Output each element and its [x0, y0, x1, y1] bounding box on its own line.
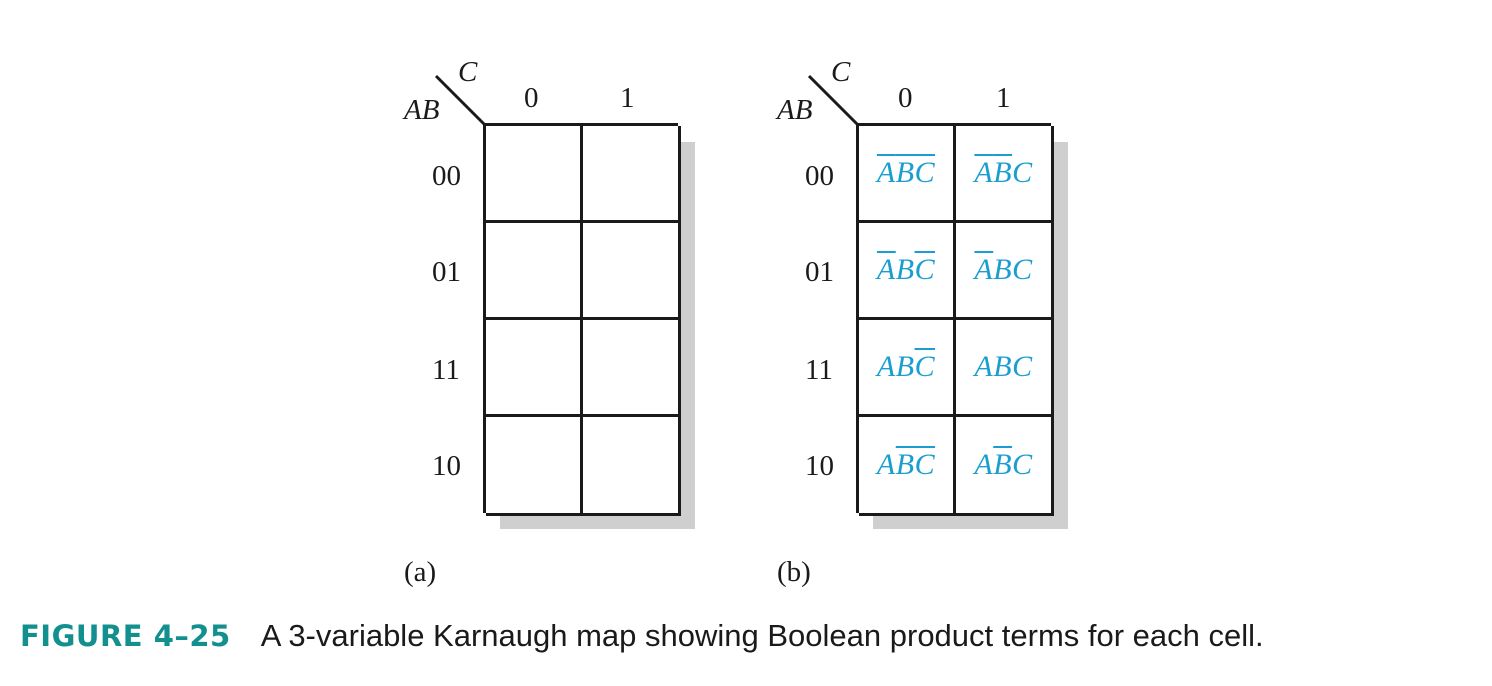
term-literal: B [895, 253, 915, 286]
column-variable-label: C [831, 56, 851, 88]
term-literal: C [1012, 448, 1033, 481]
term-literal: B [895, 156, 915, 189]
kmap-cell [583, 223, 681, 320]
row-label-00: 00 [805, 160, 834, 192]
row-label-11: 11 [805, 354, 833, 386]
row-variable-label: AB [777, 94, 813, 126]
term-literal: B [993, 448, 1013, 481]
figure-caption: FIGURE 4–25 A 3-variable Karnaugh map sho… [20, 618, 1264, 654]
column-label-0: 0 [524, 82, 539, 114]
term-literal: C [914, 350, 936, 383]
karnaugh-map-a: C AB 0 1 00 01 11 10 (a) [0, 0, 695, 588]
column-label-0: 0 [898, 82, 913, 114]
term-literal: C [914, 253, 936, 286]
kmap-cell [486, 417, 583, 516]
column-label-1: 1 [996, 82, 1011, 114]
term-literal: C [914, 448, 936, 481]
term-literal: C [1012, 350, 1033, 383]
kmap-cell [486, 126, 583, 223]
term-literal: A [876, 350, 896, 383]
variable-divider-line [434, 74, 487, 127]
row-label-01: 01 [805, 256, 834, 288]
subfigure-label-b: (b) [777, 556, 811, 588]
subfigure-label-a: (a) [404, 556, 437, 588]
kmap-cell [583, 320, 681, 417]
term-literal: B [993, 350, 1013, 383]
term-literal: C [1012, 156, 1033, 189]
kmap-cell [583, 417, 681, 516]
column-label-1: 1 [620, 82, 635, 114]
row-label-01: 01 [432, 256, 461, 288]
term-literal: B [895, 448, 915, 481]
column-variable-label: C [458, 56, 478, 88]
term-literal: A [876, 156, 896, 189]
caption-text: A 3-variable Karnaugh map showing Boolea… [260, 618, 1264, 653]
figure-number: FIGURE 4–25 [20, 619, 231, 653]
term-literal: A [974, 448, 994, 481]
term-literal: A [974, 253, 994, 286]
row-variable-label: AB [404, 94, 440, 126]
kmap-cell [583, 126, 681, 223]
row-label-10: 10 [432, 450, 461, 482]
term-literal: B [895, 350, 915, 383]
kmap-cell [486, 223, 583, 320]
term-literal: B [993, 156, 1013, 189]
term-literal: A [974, 350, 994, 383]
variable-divider-line [807, 74, 860, 127]
term-literal: B [993, 253, 1013, 286]
term-literal: C [1012, 253, 1033, 286]
row-label-11: 11 [432, 354, 460, 386]
kmap-grid [483, 123, 681, 516]
term-literal: A [876, 253, 896, 286]
term-literal: A [974, 156, 994, 189]
row-label-00: 00 [432, 160, 461, 192]
term-literal: C [914, 156, 936, 189]
row-label-10: 10 [805, 450, 834, 482]
kmap-cell [486, 320, 583, 417]
term-literal: A [876, 448, 896, 481]
